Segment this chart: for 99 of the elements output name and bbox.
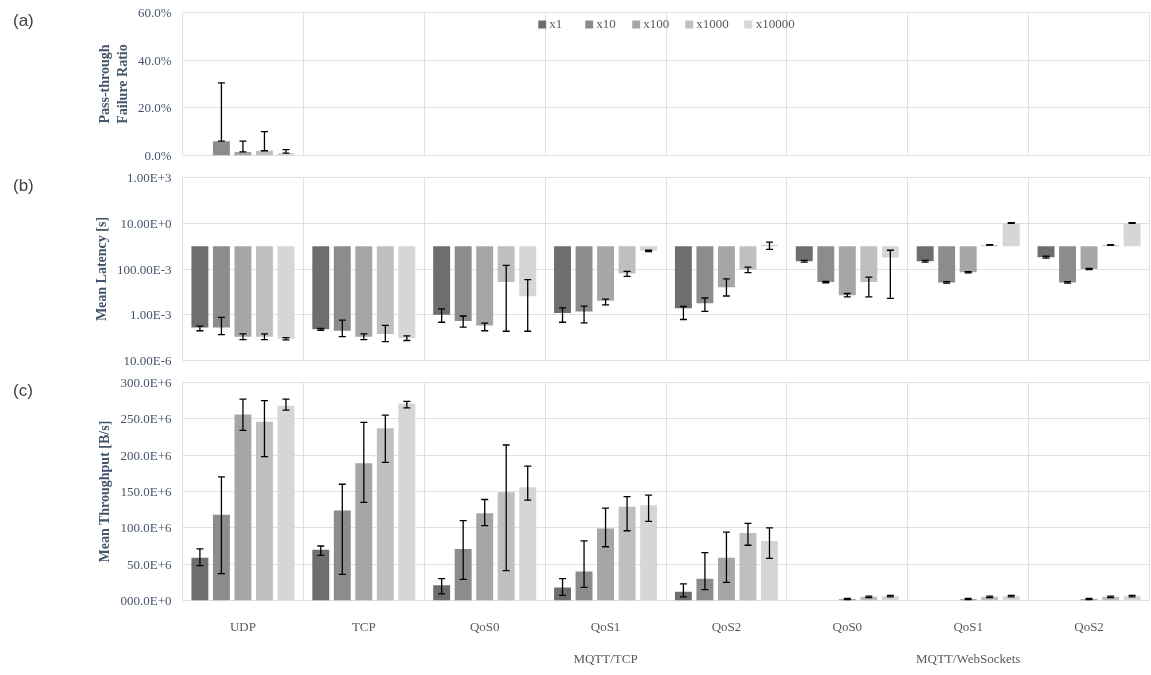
x-tick-label: QoS0 bbox=[832, 618, 863, 634]
bar bbox=[519, 246, 537, 297]
bar bbox=[376, 428, 394, 601]
bar bbox=[191, 557, 209, 601]
bar bbox=[575, 246, 593, 312]
bar bbox=[739, 246, 757, 270]
bar bbox=[696, 578, 714, 601]
bar bbox=[398, 403, 416, 601]
bar bbox=[212, 246, 230, 328]
bar bbox=[454, 548, 472, 601]
bar bbox=[739, 532, 757, 601]
text: MQTT/WebSockets bbox=[916, 650, 1021, 666]
bar bbox=[1123, 223, 1141, 247]
y-tick-label: 50.0E+6 bbox=[126, 556, 172, 572]
y-axis-title: Mean Latency [s] bbox=[93, 216, 109, 322]
bar bbox=[497, 492, 515, 601]
bar bbox=[277, 405, 295, 601]
x-tick-label: TCP bbox=[351, 618, 376, 634]
bar bbox=[476, 246, 494, 326]
bar bbox=[277, 246, 295, 339]
bar bbox=[191, 246, 209, 328]
y-tick-label: 300.0E+6 bbox=[120, 375, 172, 390]
bar bbox=[640, 505, 658, 601]
y-axis-title: Pass-through Failure Ratio bbox=[96, 44, 130, 124]
x-tick-label: QoS1 bbox=[953, 618, 983, 634]
bar bbox=[234, 246, 252, 337]
text: (c) bbox=[13, 381, 33, 400]
y-tick-label: 200.0E+6 bbox=[120, 447, 172, 463]
bar bbox=[881, 246, 899, 258]
bar bbox=[640, 246, 658, 251]
bar bbox=[255, 246, 273, 337]
x-tick-label: UDP bbox=[229, 618, 256, 634]
bar bbox=[696, 246, 714, 304]
y-tick-label: 20.0% bbox=[137, 100, 172, 116]
bar bbox=[1059, 246, 1077, 283]
text: MQTT/TCP bbox=[573, 650, 638, 666]
legend-label: x1000 bbox=[696, 16, 729, 32]
y-tick-label: 150.0E+6 bbox=[120, 484, 172, 499]
y-tick-label: 250.0E+6 bbox=[120, 411, 172, 427]
bar bbox=[717, 557, 735, 601]
bar bbox=[355, 246, 373, 337]
x-tick-label: QoS0 bbox=[469, 618, 500, 634]
bar bbox=[312, 549, 330, 601]
bar bbox=[212, 141, 230, 156]
legend-label: x10 bbox=[596, 16, 617, 32]
bar bbox=[554, 587, 571, 601]
bar bbox=[938, 246, 956, 283]
text: (b) bbox=[13, 176, 34, 195]
bar bbox=[1080, 246, 1098, 269]
bar bbox=[1002, 223, 1020, 247]
y-tick-label: 100.0E+6 bbox=[120, 520, 172, 536]
bar bbox=[312, 246, 330, 330]
bar bbox=[795, 246, 813, 262]
bar bbox=[433, 246, 451, 315]
bar bbox=[674, 246, 692, 309]
bar bbox=[761, 540, 778, 601]
bar bbox=[916, 246, 934, 262]
bar bbox=[838, 246, 856, 296]
legend-label: x10000 bbox=[755, 16, 795, 32]
bar bbox=[597, 246, 615, 301]
y-tick-label: 10.00E-6 bbox=[123, 353, 172, 368]
bar bbox=[476, 513, 494, 601]
bar bbox=[618, 246, 636, 274]
y-tick-label: 0.0% bbox=[144, 148, 172, 163]
bar bbox=[519, 487, 537, 601]
y-tick-label: 60.0% bbox=[137, 5, 172, 20]
y-axis-title: Mean Throughput [B/s] bbox=[97, 420, 113, 563]
y-tick-label: 40.0% bbox=[137, 52, 172, 68]
bar bbox=[497, 246, 515, 283]
y-tick-label: 1.00E-3 bbox=[129, 307, 172, 323]
bar bbox=[355, 463, 373, 601]
bar bbox=[454, 246, 472, 322]
bar bbox=[1037, 246, 1055, 258]
bar bbox=[255, 421, 273, 601]
bar bbox=[333, 510, 351, 601]
bar bbox=[212, 514, 230, 601]
bar bbox=[717, 246, 735, 288]
y-tick-label: 10.00E+0 bbox=[120, 215, 172, 231]
bar bbox=[234, 414, 252, 601]
bar bbox=[575, 571, 593, 601]
bar bbox=[959, 246, 977, 273]
bar bbox=[554, 246, 571, 313]
y-tick-label: 000.0E+0 bbox=[120, 593, 172, 608]
bar bbox=[376, 246, 394, 334]
x-tick-label: QoS2 bbox=[711, 618, 742, 634]
legend-label: x100 bbox=[643, 16, 670, 32]
x-tick-label: QoS1 bbox=[590, 618, 621, 634]
bar bbox=[860, 246, 878, 283]
legend-label: x1 bbox=[549, 16, 564, 32]
bar bbox=[618, 506, 636, 601]
bar bbox=[398, 246, 416, 338]
bar bbox=[817, 246, 835, 283]
y-tick-label: 100.00E-3 bbox=[116, 261, 172, 277]
x-tick-label: QoS2 bbox=[1074, 618, 1104, 634]
bar bbox=[333, 246, 351, 331]
y-tick-label: 1.00E+3 bbox=[126, 170, 172, 185]
bar bbox=[433, 585, 451, 601]
bar bbox=[597, 528, 615, 601]
text: (a) bbox=[13, 11, 34, 30]
